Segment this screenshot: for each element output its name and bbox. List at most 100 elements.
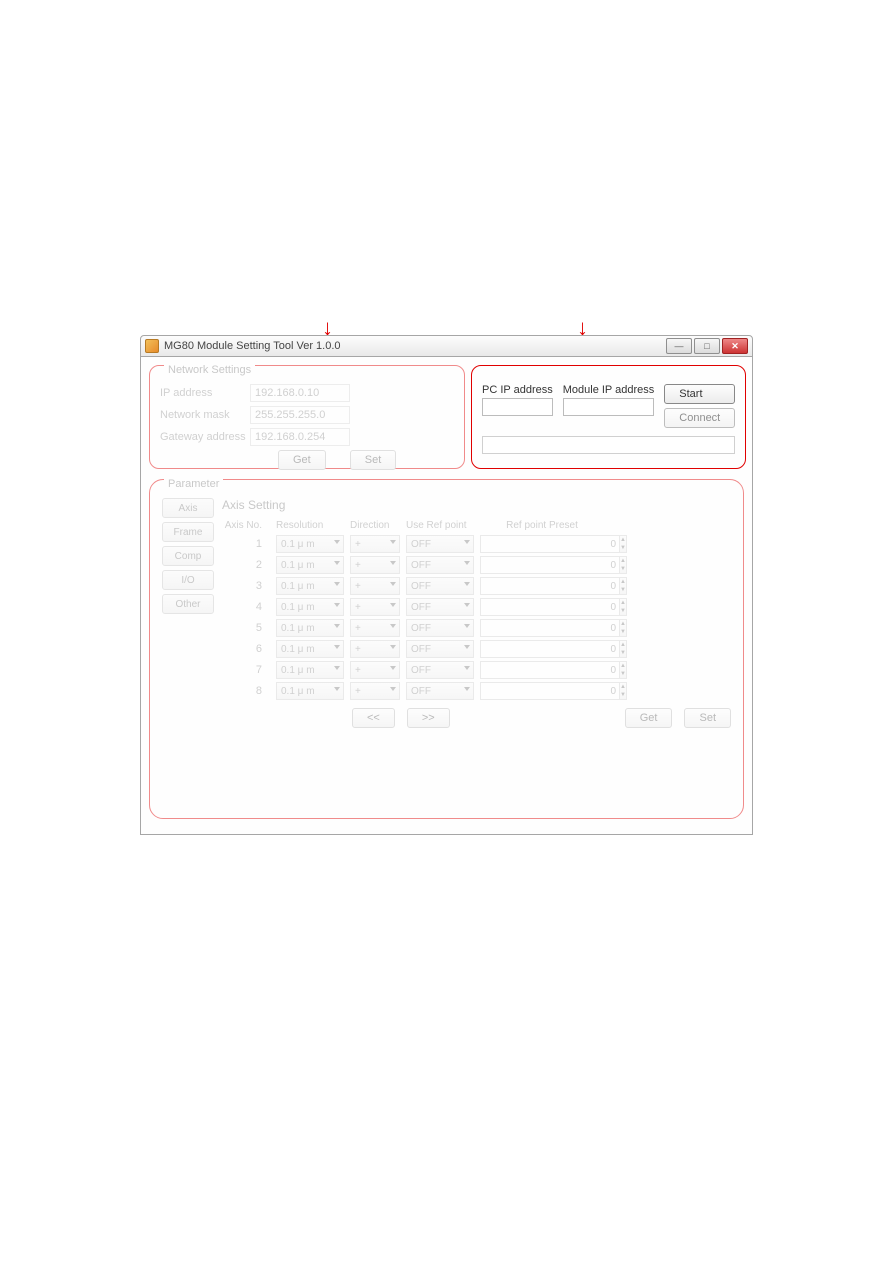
preset-input[interactable] — [480, 619, 620, 637]
preset-spinner[interactable]: ▲▼ — [620, 556, 627, 574]
minimize-button[interactable]: — — [666, 338, 692, 354]
network-get-button[interactable]: Get — [278, 450, 326, 470]
use-ref-select[interactable]: OFF — [406, 577, 474, 595]
preset-spinner[interactable]: ▲▼ — [620, 682, 627, 700]
preset-spinner[interactable]: ▲▼ — [620, 619, 627, 637]
direction-select[interactable]: + — [350, 619, 400, 637]
gateway-address-label: Gateway address — [160, 431, 250, 443]
axis-no: 8 — [222, 685, 270, 697]
module-ip-label: Module IP address — [563, 384, 655, 396]
ip-address-input[interactable] — [250, 384, 350, 402]
preset-input[interactable] — [480, 682, 620, 700]
direction-select[interactable]: + — [350, 682, 400, 700]
connection-status — [482, 436, 735, 454]
axis-no: 1 — [222, 538, 270, 550]
window-title: MG80 Module Setting Tool Ver 1.0.0 — [164, 340, 341, 352]
use-ref-select[interactable]: OFF — [406, 682, 474, 700]
resolution-select[interactable]: 0.1 μ m — [276, 556, 344, 574]
axis-table-header: Axis No. Resolution Direction Use Ref po… — [222, 520, 731, 531]
axis-rows: 1 0.1 μ m + OFF ▲▼ 2 0.1 μ m + OFF ▲▼ 3 0.1 μ m + OFF… — [222, 535, 731, 700]
network-mask-label: Network mask — [160, 409, 250, 421]
minimize-icon: — — [675, 341, 684, 351]
tab-io[interactable]: I/O — [162, 570, 214, 590]
axis-prev-button[interactable]: << — [352, 708, 395, 728]
axis-get-button[interactable]: Get — [625, 708, 673, 728]
preset-input[interactable] — [480, 556, 620, 574]
gateway-address-input[interactable] — [250, 428, 350, 446]
header-direction: Direction — [350, 520, 400, 531]
close-icon: ✕ — [731, 341, 739, 352]
connection-group: PC IP address Module IP address Start Co… — [471, 365, 746, 469]
preset-spinner[interactable]: ▲▼ — [620, 535, 627, 553]
pc-ip-label: PC IP address — [482, 384, 553, 396]
direction-select[interactable]: + — [350, 661, 400, 679]
parameter-title: Parameter — [164, 478, 223, 490]
tab-other[interactable]: Other — [162, 594, 214, 614]
use-ref-select[interactable]: OFF — [406, 661, 474, 679]
app-icon — [145, 339, 159, 353]
direction-select[interactable]: + — [350, 577, 400, 595]
resolution-select[interactable]: 0.1 μ m — [276, 535, 344, 553]
preset-spinner[interactable]: ▲▼ — [620, 577, 627, 595]
header-preset: Ref point Preset — [492, 520, 592, 531]
resolution-select[interactable]: 0.1 μ m — [276, 619, 344, 637]
axis-row: 2 0.1 μ m + OFF ▲▼ — [222, 556, 731, 574]
axis-row: 5 0.1 μ m + OFF ▲▼ — [222, 619, 731, 637]
axis-no: 5 — [222, 622, 270, 634]
axis-row: 60.1 μ m+OFF▲▼ — [222, 640, 731, 658]
preset-spinner[interactable]: ▲▼ — [620, 661, 627, 679]
parameter-tabs: Axis Frame Comp I/O Other — [162, 498, 214, 728]
axis-row: 3 0.1 μ m + OFF ▲▼ — [222, 577, 731, 595]
use-ref-select[interactable]: OFF — [406, 619, 474, 637]
preset-input[interactable] — [480, 577, 620, 595]
network-settings-group: Network Settings IP address Network mask… — [149, 365, 465, 469]
title-bar: MG80 Module Setting Tool Ver 1.0.0 — □ ✕ — [140, 335, 753, 357]
use-ref-select[interactable]: OFF — [406, 598, 474, 616]
axis-row: 4 0.1 μ m + OFF ▲▼ — [222, 598, 731, 616]
parameter-group: Parameter Axis Frame Comp I/O Other Axis… — [149, 479, 744, 819]
axis-set-button[interactable]: Set — [684, 708, 731, 728]
axis-no: 7 — [222, 664, 270, 676]
close-button[interactable]: ✕ — [722, 338, 748, 354]
preset-input[interactable] — [480, 598, 620, 616]
use-ref-select[interactable]: OFF — [406, 535, 474, 553]
axis-setting-title: Axis Setting — [222, 498, 731, 512]
axis-no: 3 — [222, 580, 270, 592]
tab-comp[interactable]: Comp — [162, 546, 214, 566]
axis-next-button[interactable]: >> — [407, 708, 450, 728]
preset-input[interactable] — [480, 661, 620, 679]
start-button[interactable]: Start — [664, 384, 735, 404]
axis-row: 1 0.1 μ m + OFF ▲▼ — [222, 535, 731, 553]
header-use-ref: Use Ref point — [406, 520, 486, 531]
preset-spinner[interactable]: ▲▼ — [620, 640, 627, 658]
axis-no: 4 — [222, 601, 270, 613]
axis-no: 2 — [222, 559, 270, 571]
module-ip-input[interactable] — [563, 398, 655, 416]
preset-input[interactable] — [480, 640, 620, 658]
resolution-select[interactable]: 0.1 μ m — [276, 577, 344, 595]
resolution-select[interactable]: 0.1 μ m — [276, 640, 344, 658]
resolution-select[interactable]: 0.1 μ m — [276, 598, 344, 616]
tab-axis[interactable]: Axis — [162, 498, 214, 518]
resolution-select[interactable]: 0.1 μ m — [276, 682, 344, 700]
direction-select[interactable]: + — [350, 535, 400, 553]
preset-spinner[interactable]: ▲▼ — [620, 598, 627, 616]
connect-button[interactable]: Connect — [664, 408, 735, 428]
header-axis-no: Axis No. — [222, 520, 270, 531]
use-ref-select[interactable]: OFF — [406, 556, 474, 574]
tab-frame[interactable]: Frame — [162, 522, 214, 542]
client-area: Network Settings IP address Network mask… — [140, 357, 753, 835]
header-resolution: Resolution — [276, 520, 344, 531]
resolution-select[interactable]: 0.1 μ m — [276, 661, 344, 679]
ip-address-label: IP address — [160, 387, 250, 399]
network-mask-input[interactable] — [250, 406, 350, 424]
preset-input[interactable] — [480, 535, 620, 553]
direction-select[interactable]: + — [350, 556, 400, 574]
maximize-button[interactable]: □ — [694, 338, 720, 354]
maximize-icon: □ — [704, 341, 709, 351]
use-ref-select[interactable]: OFF — [406, 640, 474, 658]
network-set-button[interactable]: Set — [350, 450, 397, 470]
direction-select[interactable]: + — [350, 598, 400, 616]
pc-ip-input[interactable] — [482, 398, 553, 416]
direction-select[interactable]: + — [350, 640, 400, 658]
